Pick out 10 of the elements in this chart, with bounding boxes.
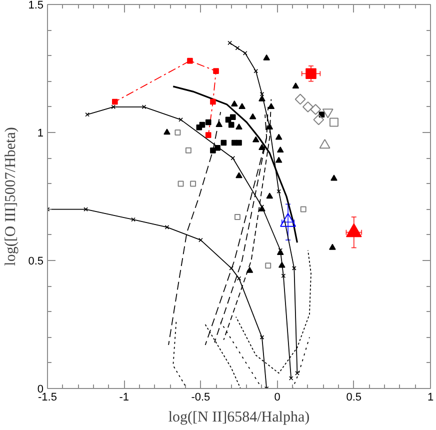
- x-tick-label: 0: [274, 392, 280, 404]
- x-axis-title: log([N II]6584/Halpha): [168, 410, 310, 426]
- y-tick-label: 1: [37, 128, 44, 140]
- y-tick-label: 1.5: [28, 0, 44, 12]
- y-tick-label: 0.5: [28, 256, 44, 268]
- y-axis-title: log([O III]5007/Hbeta): [3, 127, 20, 266]
- x-tick-label: -0.5: [191, 392, 210, 404]
- x-tick-label: 1: [427, 392, 434, 404]
- x-tick-label: 0.5: [346, 392, 362, 404]
- x-tick-label: -1: [119, 392, 129, 404]
